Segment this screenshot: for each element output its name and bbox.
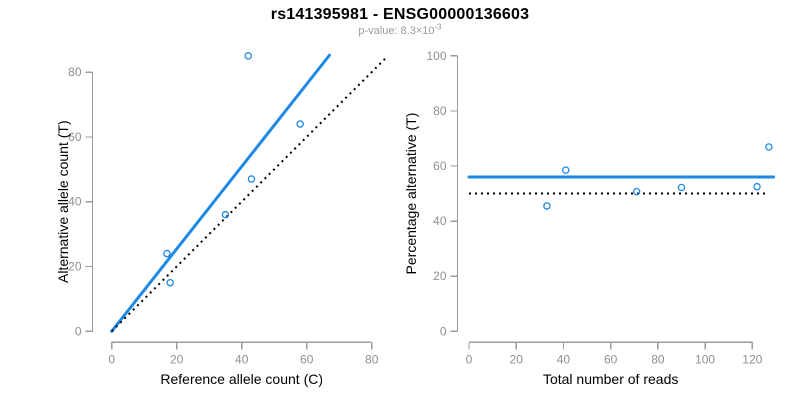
page-title: rs141395981 - ENSG00000136603 xyxy=(270,6,530,23)
data-point xyxy=(753,182,761,191)
data-point xyxy=(244,52,252,60)
x-tick-label: 120 xyxy=(742,352,762,366)
y-tick-label: 0 xyxy=(440,324,447,338)
x-tick-label: 80 xyxy=(651,352,665,366)
x-tick-label: 0 xyxy=(466,352,473,366)
y-tick-label: 40 xyxy=(68,195,82,209)
y-tick-label: 100 xyxy=(426,49,446,63)
fitted-ratio-line xyxy=(110,53,331,333)
y-axis-title: Alternative allele count (T) xyxy=(55,120,71,283)
y-axis-title: Percentage alternative (T) xyxy=(403,113,419,275)
data-point xyxy=(765,143,773,151)
x-tick-label: 100 xyxy=(695,352,715,366)
p-value-subtitle: p-value: 8.3×10-3 xyxy=(0,22,800,37)
identity-line xyxy=(110,55,389,333)
x-tick-label: 20 xyxy=(170,352,184,366)
x-axis-title: Total number of reads xyxy=(543,371,678,387)
y-tick-label: 80 xyxy=(433,104,447,118)
data-point xyxy=(562,166,570,174)
x-tick-label: 60 xyxy=(300,352,314,366)
y-tick-label: 60 xyxy=(433,159,447,173)
y-tick-label: 20 xyxy=(68,260,82,274)
data-point xyxy=(163,249,171,258)
p-value-text: p-value: 8.3×10 xyxy=(358,25,435,37)
data-point xyxy=(166,278,174,287)
p-value-exponent: -3 xyxy=(434,22,442,32)
data-point xyxy=(543,202,551,210)
y-tick-label: 60 xyxy=(68,130,82,144)
data-point xyxy=(296,120,304,128)
data-point xyxy=(677,183,686,192)
x-tick-label: 20 xyxy=(510,352,524,366)
y-tick-label: 40 xyxy=(433,214,447,228)
y-tick-label: 20 xyxy=(433,269,447,283)
x-axis-title: Reference allele count (C) xyxy=(160,371,323,387)
x-tick-label: 40 xyxy=(557,352,571,366)
x-tick-label: 0 xyxy=(108,352,115,366)
x-tick-label: 60 xyxy=(604,352,618,366)
data-point xyxy=(221,210,230,219)
data-point xyxy=(247,175,256,183)
x-tick-label: 80 xyxy=(365,352,379,366)
x-tick-label: 40 xyxy=(235,352,249,366)
y-tick-label: 0 xyxy=(75,324,82,338)
y-tick-label: 80 xyxy=(68,65,82,79)
data-point xyxy=(632,187,641,196)
